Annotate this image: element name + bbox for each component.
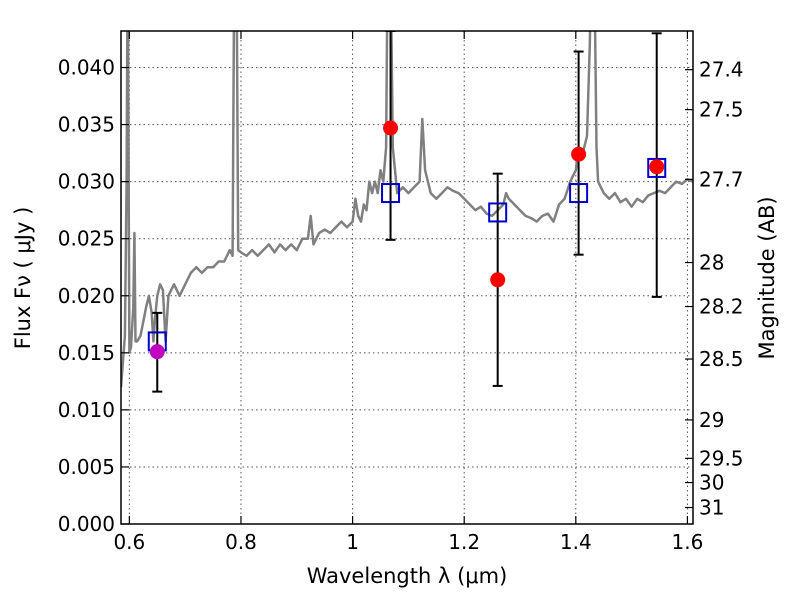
x-tick-label: 1.4 bbox=[560, 530, 592, 554]
y-tick-label: 0.010 bbox=[58, 398, 115, 422]
model-point bbox=[647, 157, 667, 178]
y-tick-label: 0.035 bbox=[58, 113, 115, 137]
axis-ticks: 0.6 0.8 1 1.2 1.4 1.6 0.000 0.005 0.010 0.015 0.02… bbox=[58, 31, 744, 554]
plot-area bbox=[121, 31, 693, 393]
x-tick-label: 0.6 bbox=[113, 530, 145, 554]
observed-point bbox=[490, 272, 506, 288]
y-tick-label: 0.005 bbox=[58, 455, 115, 479]
y-tick-label: 0.020 bbox=[58, 284, 115, 308]
model-point bbox=[569, 183, 589, 204]
observed-point bbox=[383, 120, 399, 136]
y-tick-label: 0.000 bbox=[58, 512, 115, 536]
plot-frame bbox=[120, 30, 694, 525]
magnitude-tick-label: 28.2 bbox=[699, 295, 744, 319]
y-tick-label: 0.030 bbox=[58, 170, 115, 194]
magnitude-tick-label: 27.4 bbox=[699, 58, 744, 82]
magnitude-tick-label: 30 bbox=[699, 471, 724, 495]
magnitude-tick-label: 28 bbox=[699, 251, 724, 275]
magnitude-tick-label: 31 bbox=[699, 496, 724, 520]
y-tick-label: 0.025 bbox=[58, 227, 115, 251]
spectrum-line bbox=[121, 31, 693, 388]
magnitude-tick-label: 29 bbox=[699, 408, 724, 432]
magnitude-tick-label: 27.7 bbox=[699, 167, 744, 191]
x-tick-label: 0.8 bbox=[225, 530, 257, 554]
y-tick-label: 0.015 bbox=[58, 341, 115, 365]
x-tick-label: 1.6 bbox=[672, 530, 704, 554]
y-tick-label: 0.040 bbox=[58, 56, 115, 80]
observed-point bbox=[649, 159, 665, 175]
x-tick-label: 1 bbox=[346, 530, 359, 554]
x-axis-label: Wavelength λ (μm) bbox=[307, 564, 508, 588]
x-tick-label: 1.2 bbox=[448, 530, 480, 554]
y-axis-label: Flux Fν ( μJy ) bbox=[11, 207, 35, 350]
model-point bbox=[488, 202, 508, 223]
grid bbox=[121, 31, 693, 524]
magnitude-tick-label: 29.5 bbox=[699, 446, 744, 470]
observed-point bbox=[149, 344, 165, 360]
model-point bbox=[381, 183, 401, 204]
magnitude-tick-label: 28.5 bbox=[699, 347, 744, 371]
magnitude-tick-label: 27.5 bbox=[699, 98, 744, 122]
observed-point bbox=[571, 146, 587, 162]
y-axis-right-label: Magnitude (AB) bbox=[755, 196, 779, 359]
